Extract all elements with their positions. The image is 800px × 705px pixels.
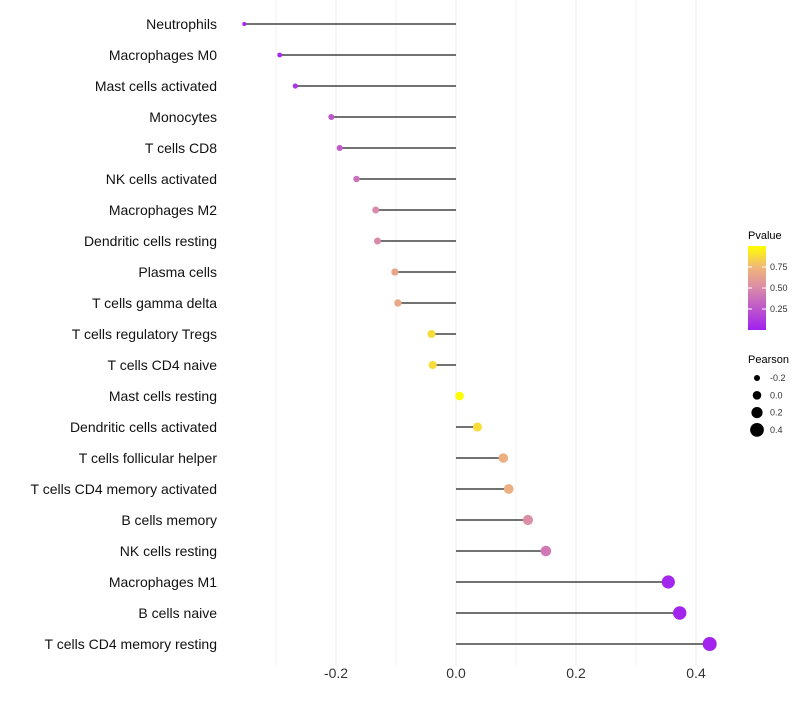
y-category-label: Monocytes: [149, 109, 217, 125]
lollipop-point: [673, 606, 687, 620]
lollipop-point: [503, 484, 514, 494]
y-category-label: T cells follicular helper: [79, 450, 218, 466]
lollipop-point: [353, 175, 360, 183]
y-category-label: T cells CD4 memory resting: [45, 636, 217, 652]
y-category-label: NK cells activated: [106, 171, 217, 187]
x-tick-label: 0.2: [566, 665, 586, 681]
lollipop-point: [498, 453, 509, 463]
y-category-label: T cells regulatory Tregs: [72, 326, 217, 342]
size-legend-dot: [750, 423, 764, 437]
size-legend-label: 0.0: [770, 390, 783, 400]
color-legend-label: 0.50: [770, 283, 788, 293]
lollipop-point: [428, 360, 437, 370]
size-legend-label: 0.2: [770, 408, 783, 418]
y-category-label: B cells naive: [138, 605, 217, 621]
lollipop-point: [472, 422, 483, 432]
y-category-label: T cells gamma delta: [92, 295, 217, 311]
lollipop-point: [336, 144, 343, 152]
lollipop-point: [277, 52, 283, 58]
color-legend-bar: [748, 246, 766, 330]
size-legend-label: -0.2: [770, 373, 786, 383]
lollipop-point: [374, 237, 381, 245]
y-category-label: Macrophages M0: [109, 47, 217, 63]
lollipop-point: [702, 636, 717, 652]
y-category-label: Dendritic cells activated: [70, 419, 217, 435]
lollipop-point: [661, 575, 675, 589]
y-category-label: Dendritic cells resting: [84, 233, 217, 249]
y-category-label: Mast cells resting: [109, 388, 217, 404]
lollipop-point: [242, 21, 247, 27]
lollipop-point: [391, 268, 399, 276]
lollipop-point: [522, 514, 533, 526]
size-legend-dot: [753, 374, 761, 382]
color-legend-title: Pvalue: [748, 230, 782, 242]
lollipop-point: [328, 114, 335, 120]
size-legend-dot: [752, 390, 762, 400]
color-legend-label: 0.75: [770, 262, 788, 272]
lollipop-point: [292, 83, 298, 89]
x-tick-label: 0.0: [446, 665, 466, 681]
y-category-label: Macrophages M1: [109, 574, 217, 590]
color-legend-label: 0.25: [770, 304, 788, 314]
size-legend-dot: [751, 407, 763, 419]
y-category-label: T cells CD8: [145, 140, 217, 156]
x-tick-label: 0.4: [686, 665, 706, 681]
size-legend-title: Pearson: [748, 354, 789, 366]
y-category-label: Plasma cells: [138, 264, 217, 280]
lollipop-point: [427, 329, 436, 339]
lollipop-point: [394, 299, 402, 307]
lollipop-point: [372, 206, 380, 214]
lollipop-point: [455, 391, 464, 401]
y-category-label: Neutrophils: [146, 16, 217, 32]
y-category-label: NK cells resting: [120, 543, 217, 559]
y-category-label: T cells CD4 memory activated: [31, 481, 217, 497]
y-category-label: Mast cells activated: [95, 78, 217, 94]
y-category-label: Macrophages M2: [109, 202, 217, 218]
y-category-label: B cells memory: [121, 512, 217, 528]
lollipop-point: [540, 545, 552, 557]
size-legend-label: 0.4: [770, 425, 783, 435]
y-category-label: T cells CD4 naive: [108, 357, 218, 373]
x-tick-label: -0.2: [324, 665, 348, 681]
